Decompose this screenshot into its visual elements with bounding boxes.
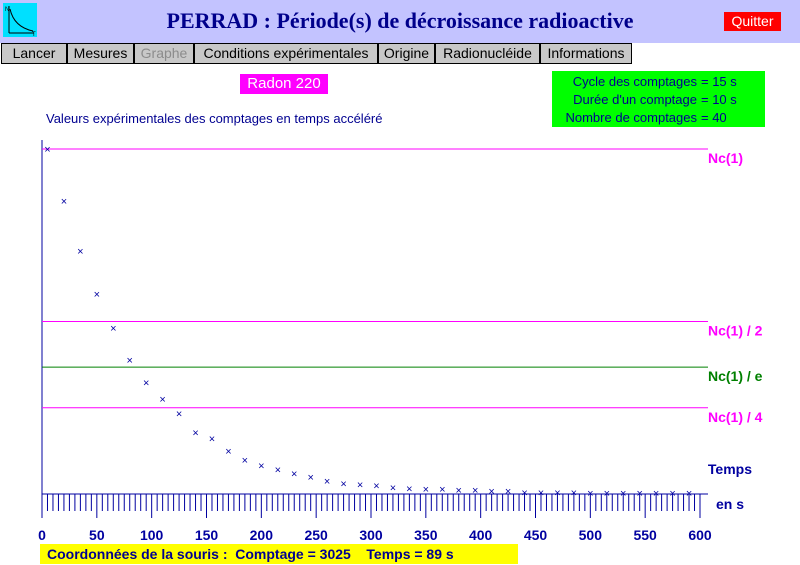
data-point: × [192, 428, 198, 440]
measurement-params: Cycle des comptages = 15 s Durée d'un co… [552, 71, 765, 127]
data-point: × [307, 472, 313, 484]
x-tick-label: 450 [524, 527, 548, 543]
menu-mesures[interactable]: Mesures [67, 43, 134, 64]
data-point: × [275, 465, 281, 477]
data-point: × [488, 486, 494, 498]
data-point: × [636, 488, 642, 500]
data-point: × [225, 446, 231, 458]
reference-line-label: Nc(1) [708, 150, 743, 166]
x-tick-label: 550 [633, 527, 657, 543]
param-duration-label: Durée d'un comptage [573, 92, 697, 107]
data-point: × [604, 488, 610, 500]
data-point: × [44, 144, 50, 156]
data-point: × [77, 246, 83, 258]
data-point: × [505, 486, 511, 498]
reference-line-label: Nc(1) / 2 [708, 323, 763, 339]
data-point: × [357, 480, 363, 492]
param-row: Cycle des comptages = 15 s [552, 73, 765, 90]
data-point: × [456, 485, 462, 497]
param-count-label: Nombre de comptages [565, 110, 697, 125]
x-tick-label: 250 [304, 527, 328, 543]
mouse-coordinates-bar: Coordonnées de la souris : Comptage = 30… [40, 544, 518, 564]
data-point: × [423, 484, 429, 496]
x-tick-label: 100 [140, 527, 164, 543]
isotope-label: Radon 220 [240, 74, 328, 94]
x-tick-label: 150 [195, 527, 219, 543]
data-point: × [620, 488, 626, 500]
data-point: × [242, 455, 248, 467]
data-point: × [176, 408, 182, 420]
param-row: Durée d'un comptage = 10 s [552, 91, 765, 108]
svg-text:N: N [5, 7, 9, 13]
data-point: × [159, 394, 165, 406]
data-point: × [340, 479, 346, 491]
data-point: × [538, 487, 544, 499]
menu-graphe: Graphe [134, 43, 194, 64]
data-point: × [110, 323, 116, 335]
status-prefix: Coordonnées de la souris : [47, 546, 228, 562]
reference-line-label: Nc(1) / e [708, 368, 763, 384]
x-axis-label: Temps [708, 461, 752, 477]
status-count: Comptage = 3025 [235, 546, 351, 562]
menu-informations[interactable]: Informations [540, 43, 632, 64]
data-point: × [521, 487, 527, 499]
data-point: × [258, 461, 264, 473]
param-count-value: = 40 [701, 110, 727, 125]
svg-text:T: T [32, 32, 36, 37]
data-point: × [669, 488, 675, 500]
reference-line-label: Nc(1) / 4 [708, 409, 763, 425]
x-tick-label: 400 [469, 527, 493, 543]
param-cycle-label: Cycle des comptages [572, 74, 697, 89]
data-point: × [143, 378, 149, 390]
param-duration-value: = 10 s [701, 92, 737, 107]
plot-caption: Valeurs expérimentales des comptages en … [46, 111, 383, 126]
data-point: × [686, 488, 692, 500]
data-point: × [291, 468, 297, 480]
param-cycle-value: = 15 s [701, 74, 737, 89]
data-point: × [571, 487, 577, 499]
data-point: × [439, 484, 445, 496]
data-point: × [127, 355, 133, 367]
param-row: Nombre de comptages = 40 [552, 109, 765, 126]
x-tick-label: 50 [89, 527, 105, 543]
menu-origine[interactable]: Origine [378, 43, 435, 64]
data-point: × [390, 482, 396, 494]
status-time: Temps = 89 s [366, 546, 454, 562]
x-tick-label: 600 [688, 527, 712, 543]
menu-lancer[interactable]: Lancer [1, 43, 67, 64]
data-point: × [324, 476, 330, 488]
data-point: × [61, 196, 67, 208]
data-point: × [472, 485, 478, 497]
data-point: × [209, 433, 215, 445]
data-point: × [653, 488, 659, 500]
x-tick-label: 350 [414, 527, 438, 543]
x-tick-label: 300 [359, 527, 383, 543]
x-tick-label: 200 [250, 527, 274, 543]
title-bar: N T PERRAD : Période(s) de décroissance … [0, 0, 800, 43]
menu-radionucleide[interactable]: Radionucléide [435, 43, 540, 64]
data-point: × [554, 487, 560, 499]
data-point: × [373, 480, 379, 492]
data-point: × [406, 483, 412, 495]
menu-conditions-experimentales[interactable]: Conditions expérimentales [194, 43, 378, 64]
menu-bar: Lancer Mesures Graphe Conditions expérim… [0, 43, 800, 64]
x-axis-unit-label: en s [716, 496, 744, 512]
x-tick-label: 500 [579, 527, 603, 543]
decay-plot[interactable]: 0 50 100 150 200 250 300 350 400 450 500 550 600 Temp… [0, 0, 800, 545]
data-point: × [94, 289, 100, 301]
data-point: × [587, 488, 593, 500]
decay-curve-icon: N T [3, 3, 37, 38]
x-tick-label: 0 [38, 527, 46, 543]
quit-button[interactable]: Quitter [724, 12, 781, 31]
window-title: PERRAD : Période(s) de décroissance radi… [166, 8, 634, 33]
